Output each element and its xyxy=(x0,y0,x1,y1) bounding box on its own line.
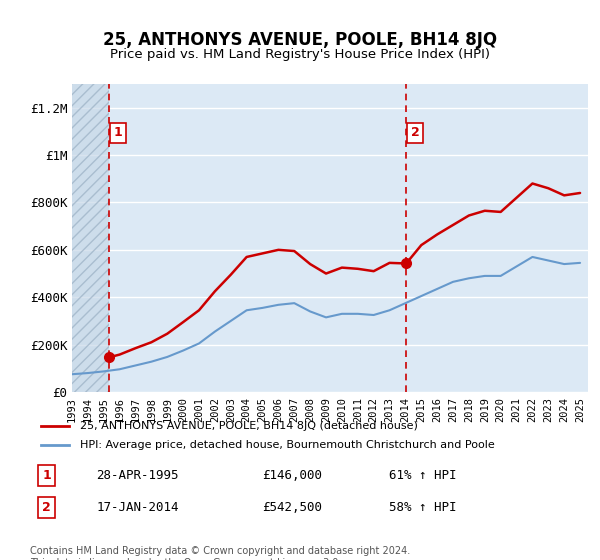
Text: 2: 2 xyxy=(411,127,420,139)
Text: 25, ANTHONYS AVENUE, POOLE, BH14 8JQ (detached house): 25, ANTHONYS AVENUE, POOLE, BH14 8JQ (de… xyxy=(80,421,418,431)
Text: 1: 1 xyxy=(113,127,122,139)
Text: Contains HM Land Registry data © Crown copyright and database right 2024.
This d: Contains HM Land Registry data © Crown c… xyxy=(30,546,410,560)
Text: Price paid vs. HM Land Registry's House Price Index (HPI): Price paid vs. HM Land Registry's House … xyxy=(110,48,490,60)
Text: 28-APR-1995: 28-APR-1995 xyxy=(96,469,179,482)
Bar xyxy=(72,84,109,392)
Text: £542,500: £542,500 xyxy=(262,501,322,514)
Text: 1: 1 xyxy=(42,469,51,482)
Text: 58% ↑ HPI: 58% ↑ HPI xyxy=(389,501,457,514)
Text: HPI: Average price, detached house, Bournemouth Christchurch and Poole: HPI: Average price, detached house, Bour… xyxy=(80,440,494,450)
Text: 61% ↑ HPI: 61% ↑ HPI xyxy=(389,469,457,482)
Text: 2: 2 xyxy=(42,501,51,514)
Text: 17-JAN-2014: 17-JAN-2014 xyxy=(96,501,179,514)
Text: 25, ANTHONYS AVENUE, POOLE, BH14 8JQ: 25, ANTHONYS AVENUE, POOLE, BH14 8JQ xyxy=(103,31,497,49)
Text: £146,000: £146,000 xyxy=(262,469,322,482)
